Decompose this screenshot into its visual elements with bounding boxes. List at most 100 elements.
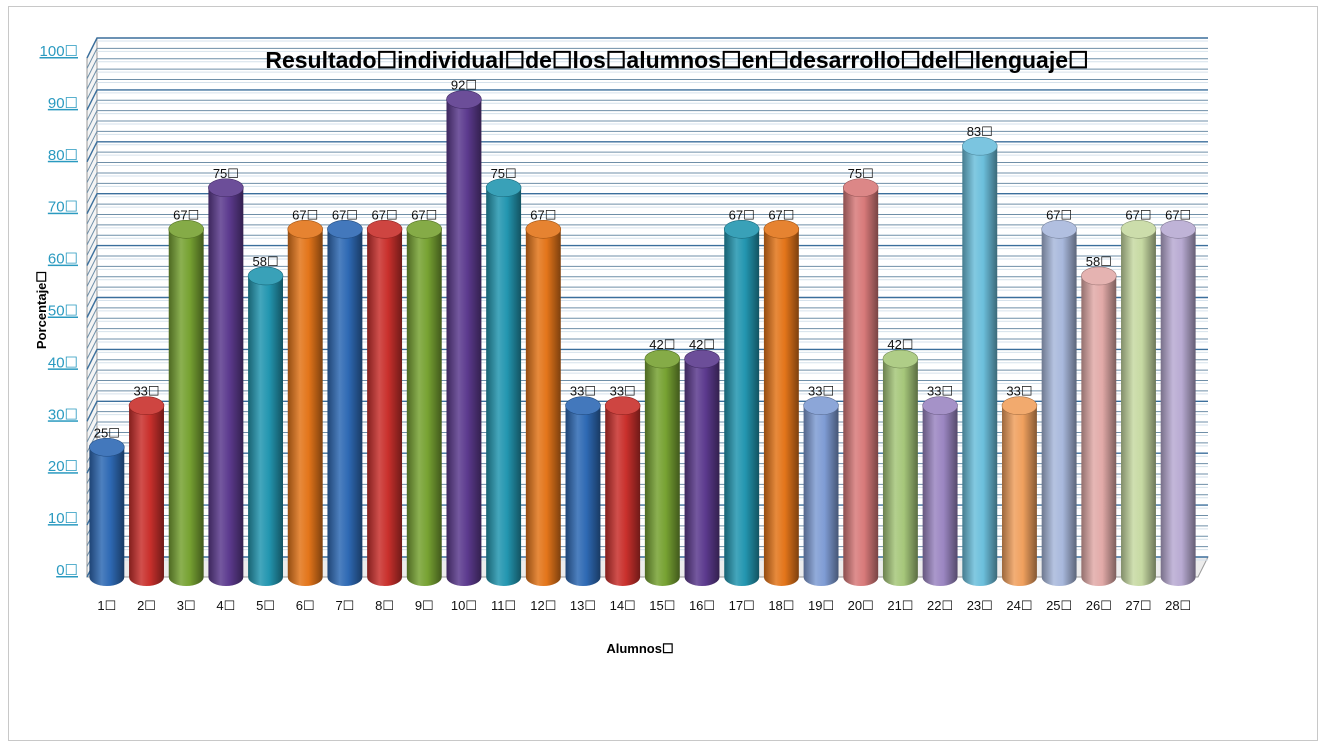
bar-top <box>1120 219 1157 239</box>
gridline <box>86 234 1208 256</box>
bar <box>604 396 641 586</box>
bar-body <box>1160 229 1196 586</box>
bar-top <box>327 219 363 239</box>
x-tick-label: 1☐ <box>97 598 116 613</box>
x-tick-label: 28☐ <box>1165 598 1191 613</box>
data-label: 67☐ <box>729 207 755 222</box>
bar-body <box>1081 275 1117 586</box>
bar <box>842 178 879 586</box>
bar <box>168 219 204 586</box>
gridline <box>86 400 1208 422</box>
x-tick-label: 19☐ <box>808 598 834 613</box>
bar-body <box>168 229 204 586</box>
bar <box>208 178 244 586</box>
y-tick-label: 40☐ <box>48 354 78 371</box>
bar <box>723 219 760 586</box>
x-tick-label: 6☐ <box>296 598 315 613</box>
gridline <box>86 244 1208 266</box>
bar <box>128 396 165 586</box>
gridline <box>86 162 1208 183</box>
bar <box>1160 219 1196 586</box>
bar-body <box>565 405 601 586</box>
bar-body <box>406 229 442 586</box>
x-tick-label: 14☐ <box>610 598 636 613</box>
x-axis-title: Alumnos☐ <box>606 641 673 656</box>
y-tick-label: 20☐ <box>48 458 78 475</box>
bar-body <box>129 405 164 586</box>
x-tick-label: 4☐ <box>216 598 235 613</box>
data-label: 67☐ <box>530 207 556 222</box>
x-tick-label: 13☐ <box>570 598 596 613</box>
gridline <box>86 286 1208 308</box>
bar-body <box>882 359 918 586</box>
bar <box>485 178 522 586</box>
data-label: 33☐ <box>927 384 953 399</box>
bar <box>565 396 601 586</box>
y-tick-label: 70☐ <box>48 199 78 216</box>
y-tick-label: 100☐ <box>40 43 78 60</box>
bar-body <box>605 405 641 586</box>
gridline <box>86 328 1208 349</box>
x-tick-label: 3☐ <box>177 598 196 613</box>
data-label: 67☐ <box>1046 207 1072 222</box>
bar <box>1041 219 1077 586</box>
gridline <box>86 99 1208 121</box>
x-tick-label: 7☐ <box>335 598 354 613</box>
gridline <box>86 369 1208 391</box>
x-tick-label: 15☐ <box>649 598 675 613</box>
bar <box>89 437 125 586</box>
gridline <box>86 265 1208 287</box>
x-tick-label: 18☐ <box>768 598 794 613</box>
data-label: 33☐ <box>1006 384 1032 399</box>
gridline <box>86 224 1208 246</box>
data-label: 75☐ <box>491 166 517 181</box>
bar-body <box>1041 229 1077 586</box>
bar-body <box>1001 405 1037 586</box>
data-label: 67☐ <box>768 207 794 222</box>
bar <box>763 219 800 586</box>
data-label: 33☐ <box>570 384 596 399</box>
bar <box>446 90 482 587</box>
x-tick-label: 21☐ <box>887 598 913 613</box>
y-tick-label: 10☐ <box>48 510 78 527</box>
gridline <box>86 141 1208 163</box>
data-label: 67☐ <box>332 207 358 222</box>
data-label: 58☐ <box>1086 254 1112 269</box>
gridline <box>86 79 1208 100</box>
bar-body <box>962 146 998 587</box>
bar <box>644 349 681 586</box>
bar-top <box>208 178 244 198</box>
bar-body <box>525 229 561 586</box>
data-label: 67☐ <box>1165 207 1191 222</box>
data-label: 75☐ <box>213 166 239 181</box>
bars <box>89 90 1196 587</box>
bar-top <box>406 219 443 239</box>
bar <box>287 219 323 586</box>
x-tick-label: 11☐ <box>491 598 516 613</box>
gridline <box>86 68 1208 90</box>
bar <box>247 266 284 586</box>
data-label: 42☐ <box>649 337 675 352</box>
bar-top <box>763 219 800 239</box>
data-label: 67☐ <box>372 207 398 222</box>
bar-body <box>287 229 323 586</box>
data-label: 83☐ <box>967 124 993 139</box>
bar-body <box>843 187 879 586</box>
bar-top <box>366 219 403 239</box>
y-tick-label: 80☐ <box>48 147 78 164</box>
bar-body <box>684 359 720 586</box>
bar-body <box>89 447 125 586</box>
gridline <box>86 296 1208 318</box>
bar-top <box>128 396 165 416</box>
y-tick-label: 30☐ <box>48 406 78 423</box>
bar-top <box>922 396 958 416</box>
x-tick-label: 8☐ <box>375 598 394 613</box>
bar-top <box>565 396 601 416</box>
bar-body <box>208 187 244 586</box>
bar-top <box>803 396 839 416</box>
bar-top <box>485 178 522 198</box>
bar-top <box>1081 266 1117 286</box>
y-tick-label: 50☐ <box>48 303 78 320</box>
bar-body <box>763 229 799 586</box>
